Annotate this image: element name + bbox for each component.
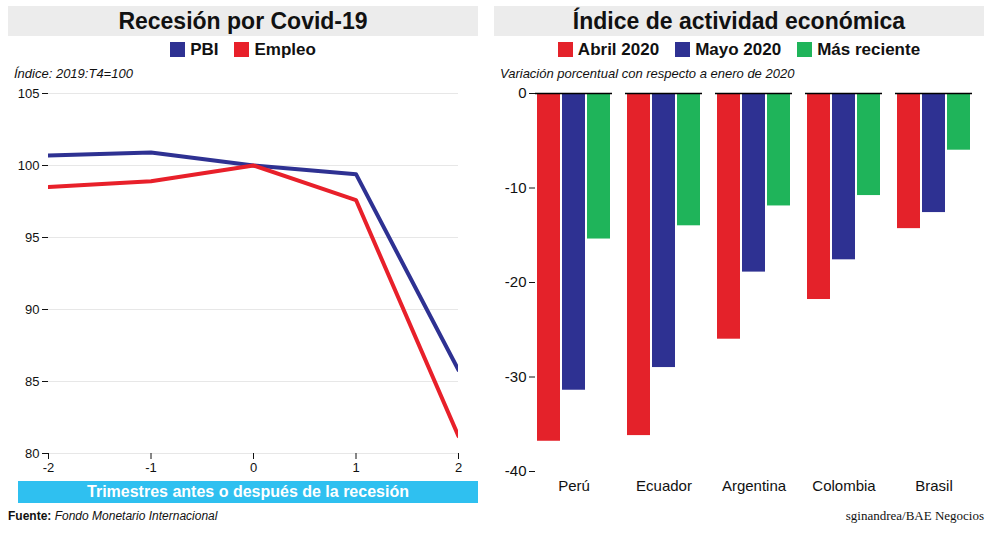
svg-text:1: 1 bbox=[352, 460, 359, 475]
html-text:Abril 2020: Abril 2020 bbox=[577, 40, 660, 59]
html-text:Variación porcentual con respe: Variación porcentual con respecto a ener… bbox=[500, 66, 795, 81]
svg-text:-2: -2 bbox=[43, 460, 55, 475]
html-text:sginandrea/BAE Negocios: sginandrea/BAE Negocios bbox=[845, 508, 984, 523]
html-text:Más reciente: Más reciente bbox=[817, 40, 921, 59]
svg-text:-40: -40 bbox=[505, 462, 527, 479]
html-text:Empleo: Empleo bbox=[254, 40, 316, 59]
svg-text:Perú: Perú bbox=[558, 477, 590, 494]
svg-text:-20: -20 bbox=[505, 273, 527, 290]
svg-text:Ecuador: Ecuador bbox=[636, 477, 692, 494]
svg-text:85: 85 bbox=[25, 374, 39, 389]
svg-text:-10: -10 bbox=[505, 179, 527, 196]
svg-text:105: 105 bbox=[18, 86, 40, 101]
svg-text:0: 0 bbox=[250, 460, 257, 475]
svg-text:80: 80 bbox=[25, 446, 39, 461]
svg-text:100: 100 bbox=[18, 158, 40, 173]
html-text:Índice de actividad económica: Índice de actividad económica bbox=[572, 8, 906, 34]
html-text:PBI: PBI bbox=[190, 40, 219, 59]
svg-text:90: 90 bbox=[25, 302, 39, 317]
svg-text:0: 0 bbox=[518, 84, 526, 101]
html-text:Fuente: Fondo Monetario Intern: Fuente: Fondo Monetario Internacional bbox=[8, 509, 218, 523]
svg-text:-1: -1 bbox=[145, 460, 157, 475]
html-text:Mayo 2020: Mayo 2020 bbox=[695, 40, 782, 59]
svg-text:Colombia: Colombia bbox=[812, 477, 876, 494]
svg-text:Argentina: Argentina bbox=[722, 477, 787, 494]
html-text:Trimestres antes o después de: Trimestres antes o después de la recesió… bbox=[87, 483, 409, 500]
svg-text:-30: -30 bbox=[505, 368, 527, 385]
html-text:Índice: 2019:T4=100: Índice: 2019:T4=100 bbox=[14, 66, 133, 81]
svg-text:Brasil: Brasil bbox=[915, 477, 953, 494]
svg-text:95: 95 bbox=[25, 230, 39, 245]
html-text:Recesión por Covid-19: Recesión por Covid-19 bbox=[118, 8, 368, 34]
svg-text:2: 2 bbox=[455, 460, 462, 475]
